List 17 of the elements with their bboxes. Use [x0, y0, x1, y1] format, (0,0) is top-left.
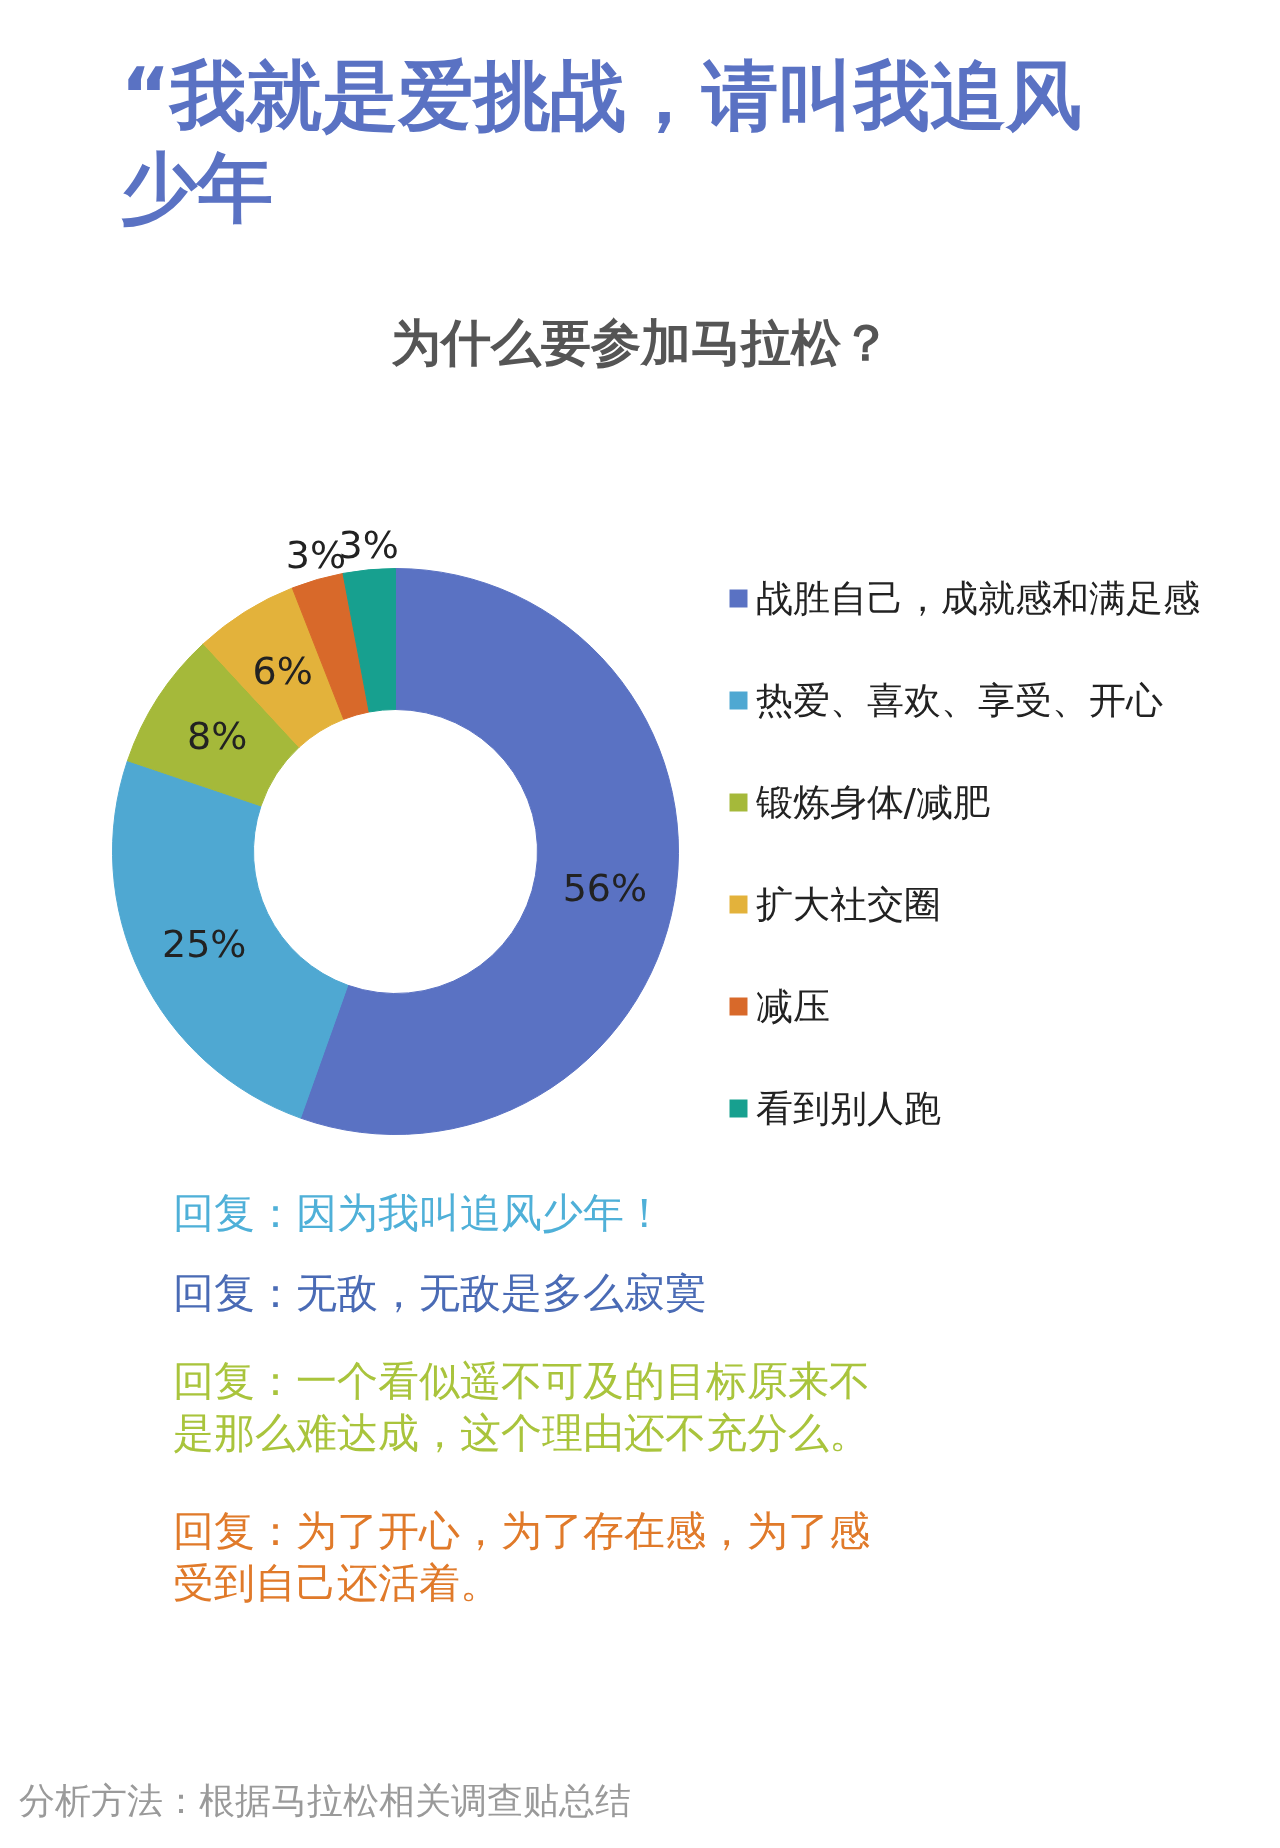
text: 回复：因为我叫追风少年！: [172, 1188, 665, 1237]
legend-label: 战胜自己，成就感和满足感: [755, 577, 1200, 620]
data-label: 25%: [162, 922, 247, 967]
legend-label: 热爱、喜欢、享受、开心: [755, 679, 1163, 722]
legend-label: 锻炼身体/减肥: [754, 781, 990, 824]
chart-title: “我就是爱挑战，请叫我追风少年: [120, 51, 1083, 232]
legend-label: 看到别人跑: [755, 1087, 941, 1130]
text: 分析方法：根据马拉松相关调查贴总结: [18, 1780, 631, 1821]
chart-subtitle: 为什么要参加马拉松？: [390, 313, 891, 372]
data-label: 8%: [187, 713, 248, 758]
data-label: 56%: [562, 865, 648, 910]
legend-label: 扩大社交圈: [755, 883, 941, 926]
legend-label: 减压: [755, 985, 830, 1028]
text: 回复：为了开心，为了存在感，为了感受到自己还活着。: [172, 1506, 870, 1607]
text: 回复：一个看似遥不可及的目标原来不是那么难达成，这个理由还不充分么。: [172, 1356, 870, 1457]
text: 回复：无敌，无敌是多么寂寞: [172, 1268, 706, 1317]
data-label: 6%: [252, 649, 313, 694]
